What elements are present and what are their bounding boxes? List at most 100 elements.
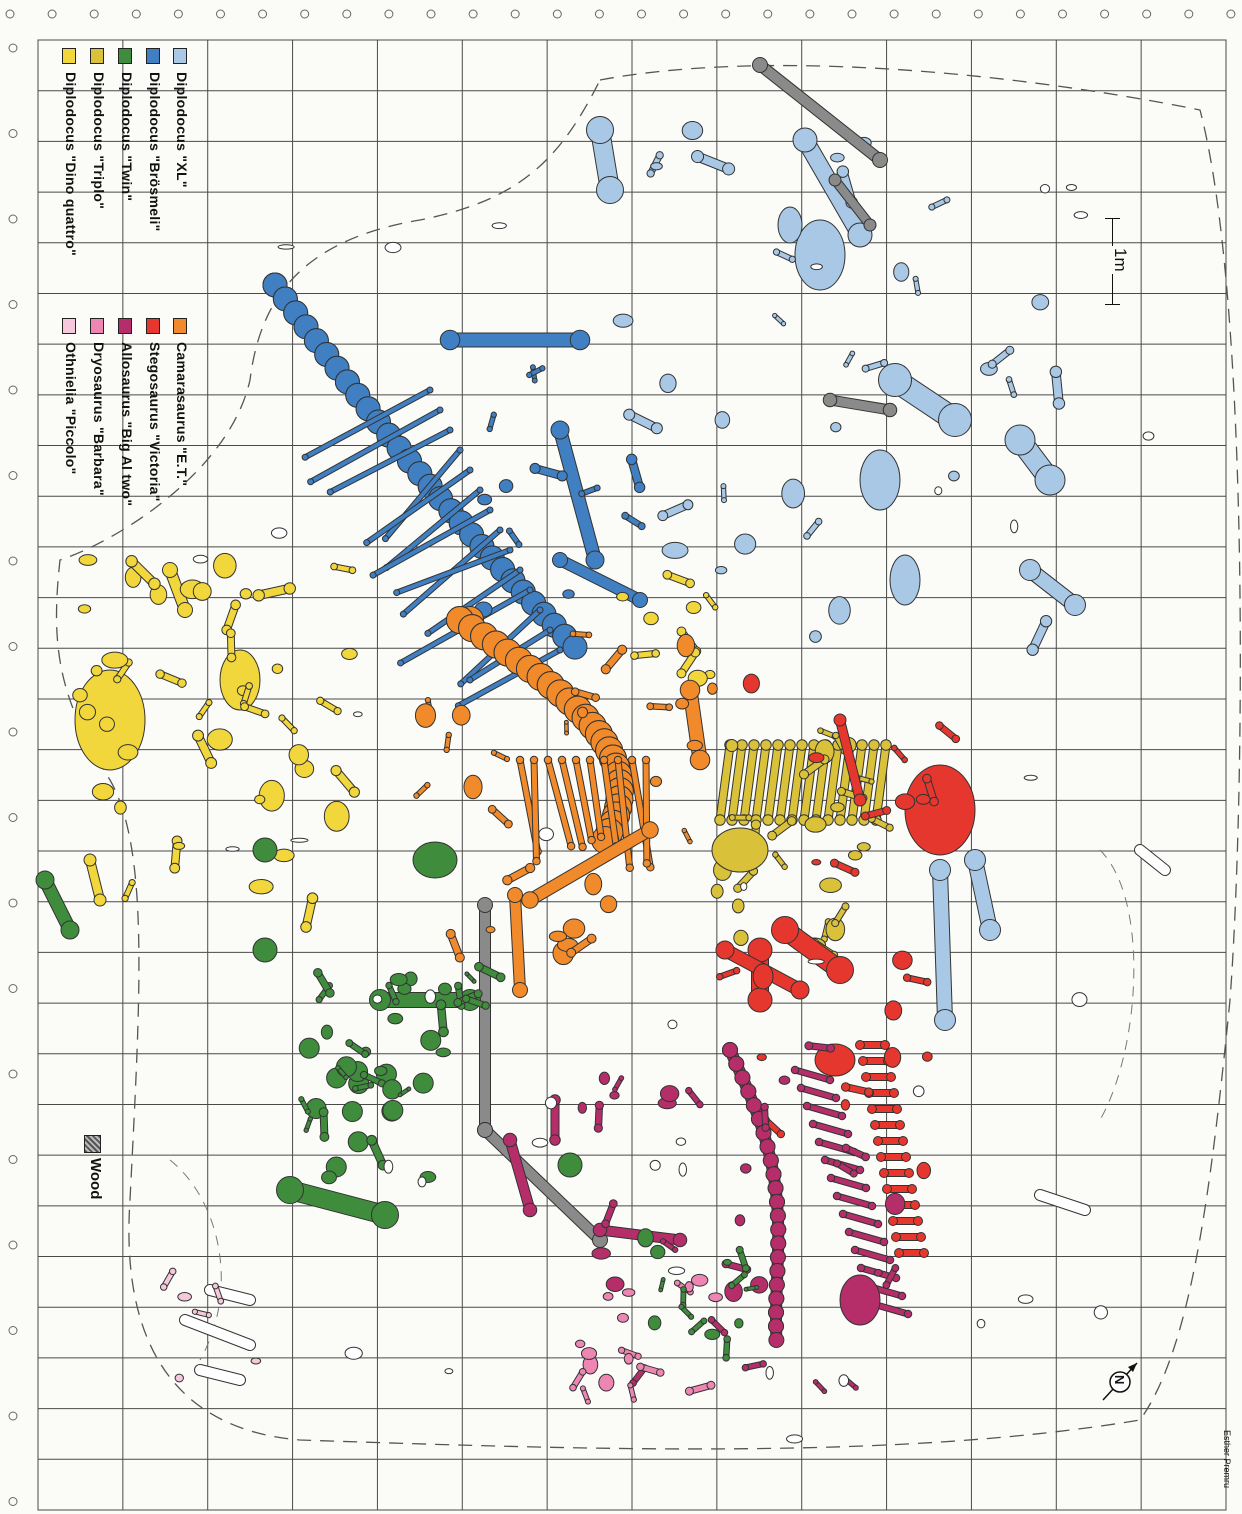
grid-marker-top bbox=[300, 9, 310, 19]
fossil-xl bbox=[830, 152, 845, 163]
fossil-et bbox=[584, 872, 603, 896]
fossil-triplo bbox=[880, 739, 892, 751]
fossil-dino-quattro bbox=[333, 706, 342, 716]
fossil-et bbox=[707, 682, 718, 695]
fossil-dino-quattro bbox=[206, 728, 233, 751]
fossil-xl bbox=[929, 859, 951, 881]
fossil-victoria bbox=[873, 1136, 883, 1146]
fossil-victoria bbox=[840, 1082, 851, 1092]
fossil-victoria bbox=[861, 1072, 871, 1082]
fossil-xl bbox=[928, 203, 936, 211]
fossil-brosmeli bbox=[569, 329, 591, 351]
fossil-unassigned bbox=[270, 527, 288, 539]
fossil-big-al-two bbox=[696, 1100, 704, 1109]
fossil-victoria bbox=[882, 806, 892, 815]
fossil-victoria bbox=[715, 973, 724, 981]
fossil-xl bbox=[938, 403, 972, 437]
fossil-victoria bbox=[919, 1248, 929, 1258]
fossil-twin bbox=[650, 1244, 666, 1260]
fossil-xl bbox=[714, 565, 728, 575]
fossil-brosmeli bbox=[550, 420, 570, 440]
fossil-victoria bbox=[747, 987, 773, 1013]
grid-marker-top bbox=[47, 9, 57, 19]
fossil-big-al-two bbox=[591, 1247, 611, 1260]
fossil-big-al-two bbox=[849, 1169, 858, 1178]
fossil-brosmeli bbox=[477, 493, 493, 506]
fossil-brosmeli bbox=[556, 470, 568, 482]
fossil-et bbox=[585, 755, 595, 765]
fossil-triplo bbox=[788, 741, 806, 824]
fossil-xl bbox=[830, 422, 842, 433]
fossil-unassigned bbox=[192, 554, 209, 564]
fossil-big-al-two bbox=[850, 1245, 860, 1255]
fossil-twin bbox=[318, 1107, 329, 1118]
fossil-xl bbox=[797, 132, 868, 243]
fossil-twin bbox=[660, 1277, 666, 1282]
fossil-xl bbox=[843, 361, 849, 368]
fossil-twin bbox=[688, 1313, 695, 1320]
grid-marker-top bbox=[1100, 9, 1110, 19]
fossil-big-al-two bbox=[601, 1219, 610, 1229]
fossil-twin bbox=[35, 870, 55, 890]
fossil-piccolo bbox=[168, 1267, 177, 1276]
fossil-twin bbox=[481, 1001, 490, 1010]
grid-marker-left bbox=[8, 43, 18, 53]
fossil-brosmeli bbox=[578, 490, 586, 498]
fossil-victoria bbox=[921, 1051, 933, 1062]
fossil-et bbox=[600, 664, 611, 675]
fossil-victoria bbox=[922, 773, 932, 784]
grid-marker-left bbox=[8, 1069, 18, 1079]
fossil-victoria bbox=[880, 1040, 890, 1050]
fossil-wood bbox=[822, 392, 838, 408]
fossil-xl bbox=[788, 255, 796, 263]
fossil-big-al-two bbox=[891, 1264, 900, 1272]
fossil-twin bbox=[734, 1318, 744, 1329]
fossil-barbara bbox=[636, 1362, 645, 1372]
legend-label-victoria: Stegosaurus "Victoria" bbox=[147, 342, 163, 502]
fossil-brosmeli bbox=[364, 468, 472, 545]
legend-label-xl: Diplodocus "XL" bbox=[174, 72, 190, 188]
fossil-triplo bbox=[714, 814, 726, 826]
fossil-brosmeli bbox=[496, 526, 504, 534]
fossil-big-al-two bbox=[856, 1263, 866, 1273]
fossil-xl bbox=[661, 541, 689, 559]
fossil-victoria bbox=[876, 1152, 886, 1162]
fossil-twin bbox=[722, 1353, 731, 1362]
grid-marker-left bbox=[8, 129, 18, 138]
grid-marker-left bbox=[8, 214, 18, 224]
fossil-et bbox=[679, 679, 701, 701]
fossil-triplo bbox=[725, 738, 739, 753]
fossil-unassigned bbox=[1017, 1294, 1034, 1304]
fossil-twin bbox=[435, 999, 447, 1011]
fossil-xl bbox=[650, 422, 663, 435]
fossil-brosmeli bbox=[381, 535, 389, 543]
fossil-big-al-two bbox=[843, 1129, 853, 1139]
fossil-brosmeli bbox=[585, 550, 605, 570]
fossil-twin bbox=[252, 837, 278, 863]
fossil-et bbox=[443, 746, 450, 754]
fossil-big-al-two bbox=[884, 1192, 906, 1215]
fossil-twin bbox=[453, 998, 463, 1008]
fossil-xl bbox=[849, 350, 856, 357]
fossil-et bbox=[524, 824, 656, 906]
fossil-triplo bbox=[764, 741, 782, 824]
fossil-unassigned bbox=[912, 1085, 925, 1098]
fossil-et bbox=[529, 755, 539, 765]
fossil-triplo bbox=[776, 741, 794, 824]
fossil-brosmeli bbox=[446, 426, 454, 434]
fossil-twin bbox=[464, 971, 470, 977]
fossil-big-al-two bbox=[767, 1318, 784, 1335]
fossil-brosmeli bbox=[466, 466, 474, 474]
fossil-triplo bbox=[750, 819, 762, 830]
fossil-twin bbox=[495, 972, 506, 983]
fossil-unassigned bbox=[976, 1318, 986, 1329]
fossil-xl bbox=[596, 176, 624, 204]
fossil-xl bbox=[1064, 594, 1086, 616]
fossil-twin bbox=[735, 1245, 744, 1254]
fossil-twin bbox=[347, 1131, 369, 1153]
fossil-barbara bbox=[656, 1368, 665, 1377]
fossil-big-al-two bbox=[768, 1290, 785, 1307]
fossil-triplo bbox=[784, 739, 796, 751]
fossil-big-al-two bbox=[761, 1123, 770, 1132]
fossil-brosmeli bbox=[505, 527, 513, 535]
